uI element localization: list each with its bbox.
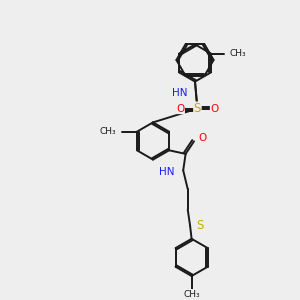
Text: CH₃: CH₃ — [229, 49, 246, 58]
Text: O: O — [176, 103, 184, 114]
Text: CH₃: CH₃ — [183, 290, 200, 298]
Text: S: S — [194, 102, 201, 115]
Text: CH₃: CH₃ — [99, 127, 116, 136]
Text: O: O — [199, 133, 207, 143]
Text: S: S — [197, 219, 204, 232]
Text: HN: HN — [172, 88, 188, 98]
Text: HN: HN — [159, 167, 175, 177]
Text: O: O — [210, 103, 219, 114]
